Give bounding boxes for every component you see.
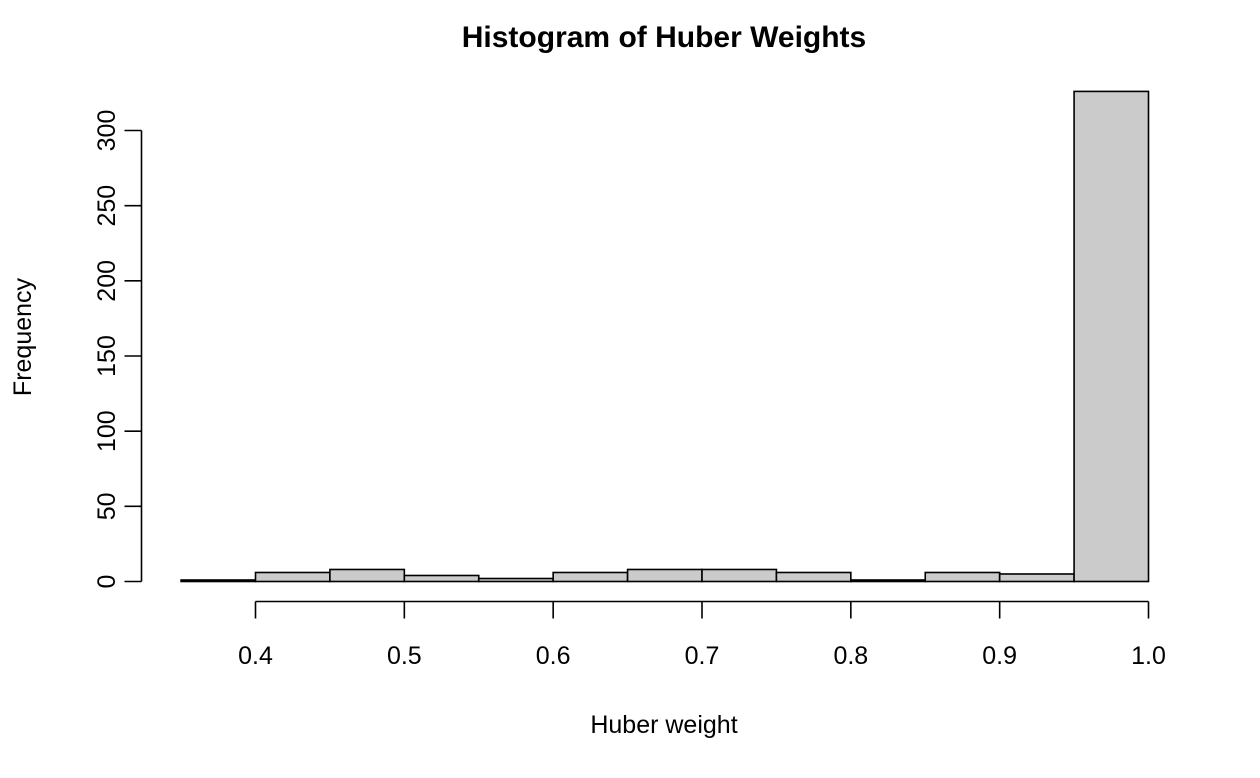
x-tick-label: 0.8 bbox=[833, 642, 868, 670]
x-axis: 0.4 0.5 0.6 0.7 0.8 0.9 1.0 bbox=[238, 600, 1166, 670]
histogram-bar bbox=[701, 568, 778, 583]
y-axis: 0 50 100 150 200 250 300 bbox=[93, 110, 143, 589]
y-axis-label: Frequency bbox=[9, 277, 37, 396]
x-tick-label: 0.7 bbox=[685, 642, 720, 670]
x-tick-label: 0.6 bbox=[536, 642, 571, 670]
x-axis-label: Huber weight bbox=[590, 711, 737, 739]
y-tick-label: 100 bbox=[93, 410, 121, 452]
y-tick-label: 50 bbox=[93, 492, 121, 520]
histogram-bar bbox=[998, 573, 1075, 583]
histogram-bar bbox=[254, 571, 331, 583]
chart-title: Histogram of Huber Weights bbox=[462, 21, 866, 54]
histogram-bar bbox=[924, 571, 1001, 583]
histogram-bar bbox=[1073, 90, 1150, 583]
histogram-bar bbox=[329, 568, 406, 583]
y-tick-label: 0 bbox=[93, 575, 121, 589]
y-tick-label: 200 bbox=[93, 260, 121, 302]
bars-group bbox=[180, 90, 1150, 583]
x-tick-label: 0.5 bbox=[387, 642, 422, 670]
histogram-bar bbox=[626, 568, 703, 583]
histogram-bar bbox=[775, 571, 852, 583]
histogram-bar bbox=[403, 574, 480, 583]
y-tick-label: 250 bbox=[93, 185, 121, 227]
histogram-bar bbox=[850, 579, 927, 583]
x-tick-label: 0.9 bbox=[982, 642, 1017, 670]
y-tick-label: 150 bbox=[93, 335, 121, 377]
x-tick-label: 1.0 bbox=[1131, 642, 1166, 670]
x-tick-label: 0.4 bbox=[238, 642, 273, 670]
histogram-bar bbox=[477, 577, 554, 583]
histogram-bar bbox=[180, 579, 257, 583]
y-tick-label: 300 bbox=[93, 110, 121, 152]
histogram-bar bbox=[552, 571, 629, 583]
